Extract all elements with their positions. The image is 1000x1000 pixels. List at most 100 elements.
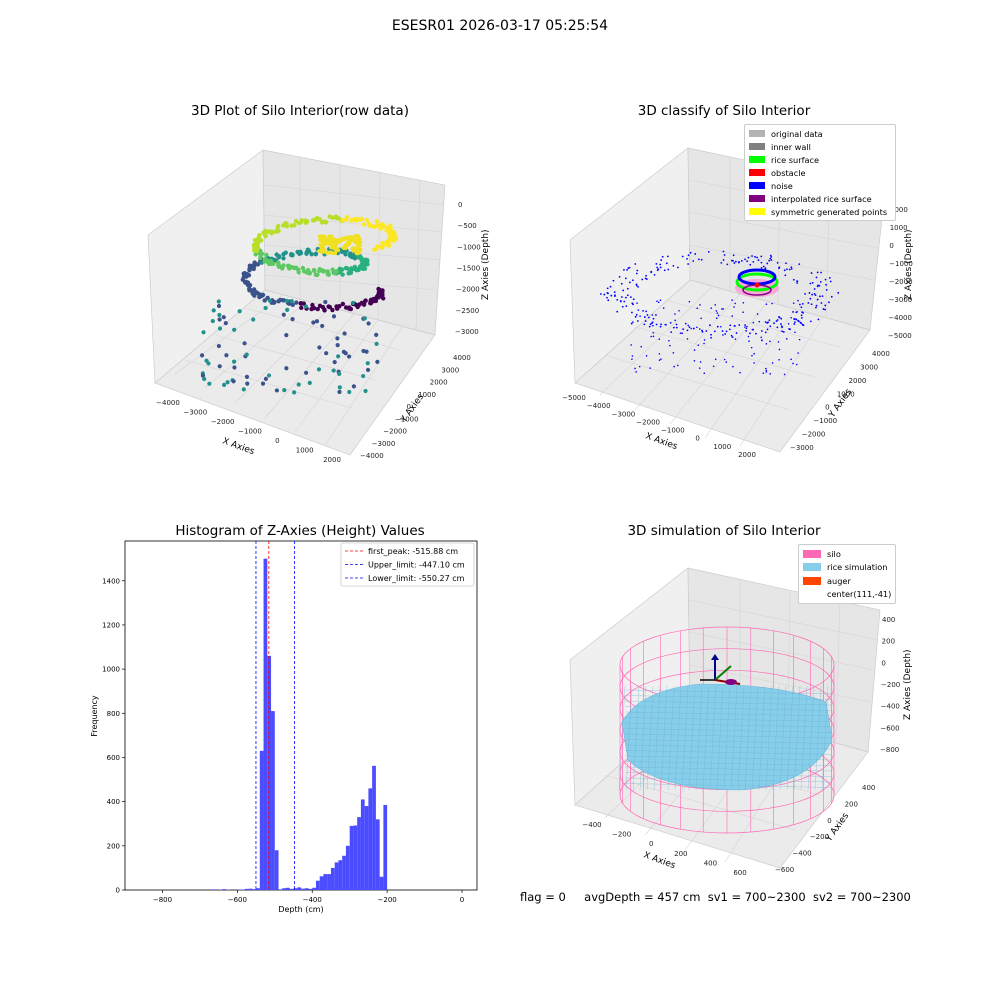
raw-point bbox=[290, 302, 295, 308]
noise-point bbox=[715, 310, 718, 312]
raw-point bbox=[331, 368, 336, 373]
noise-point bbox=[801, 302, 804, 305]
y-tick-label: 400 bbox=[107, 798, 120, 806]
rice-grid-line bbox=[702, 685, 710, 791]
noise-point bbox=[820, 271, 822, 274]
noise-point bbox=[714, 358, 717, 361]
noise-point bbox=[783, 269, 786, 272]
raw-point bbox=[252, 263, 257, 269]
noise-point bbox=[675, 323, 678, 326]
simulation-x-tick: 600 bbox=[733, 869, 746, 877]
raw-point bbox=[244, 352, 249, 357]
raw-point bbox=[359, 265, 365, 270]
noise-point bbox=[646, 314, 649, 316]
raw-point bbox=[286, 263, 291, 269]
rice-grid-line bbox=[730, 685, 738, 791]
noise-point bbox=[666, 255, 669, 258]
raw-point bbox=[335, 336, 340, 341]
rice-grid-line bbox=[772, 685, 780, 791]
histogram-bar bbox=[357, 817, 361, 890]
rice-grid-line bbox=[779, 685, 787, 791]
rice-grid-line bbox=[639, 685, 647, 791]
histogram-bar bbox=[252, 889, 257, 890]
raw-point bbox=[244, 374, 250, 379]
noise-point bbox=[681, 255, 684, 258]
noise-point bbox=[659, 266, 662, 269]
raw-z-tick: −1000 bbox=[457, 243, 481, 251]
classify-x-tick: 0 bbox=[695, 435, 699, 443]
raw-point bbox=[375, 359, 380, 364]
raw-point bbox=[380, 240, 385, 246]
rice-grid-line bbox=[653, 685, 661, 791]
x-tick-label: −400 bbox=[303, 896, 322, 904]
noise-point bbox=[610, 294, 613, 297]
classify-legend-swatch bbox=[749, 182, 765, 189]
histogram-bar bbox=[244, 888, 249, 890]
noise-point bbox=[742, 302, 745, 304]
noise-point bbox=[649, 367, 651, 369]
raw-point bbox=[304, 370, 309, 375]
raw-y-tick: 1000 bbox=[418, 391, 436, 399]
noise-point bbox=[815, 276, 818, 279]
raw-point bbox=[216, 303, 222, 309]
classify-z-axis-label: Z Axies (Depth) bbox=[904, 229, 914, 300]
noise-point bbox=[728, 328, 731, 331]
raw-x-tick: 1000 bbox=[296, 447, 314, 455]
noise-point bbox=[760, 330, 763, 332]
raw-point bbox=[276, 223, 281, 229]
rice-simulation-surface bbox=[618, 683, 833, 791]
noise-point bbox=[766, 328, 769, 331]
noise-point bbox=[753, 352, 755, 355]
raw-point bbox=[266, 373, 272, 378]
classify-legend-label: inner wall bbox=[771, 141, 811, 152]
noise-point bbox=[637, 309, 640, 311]
classify-legend-item: interpolated rice surface bbox=[745, 192, 895, 205]
raw-point bbox=[276, 255, 282, 260]
noise-point bbox=[769, 325, 772, 328]
simulation-z-tick: −600 bbox=[880, 724, 899, 732]
raw-point bbox=[380, 296, 386, 301]
histogram-bar bbox=[375, 819, 380, 890]
noise-point bbox=[655, 314, 657, 316]
noise-point bbox=[788, 268, 791, 271]
histogram-bar bbox=[360, 799, 365, 890]
raw-point bbox=[317, 303, 323, 309]
simulation-z-tick: 200 bbox=[882, 638, 895, 646]
classify-legend-item: inner wall bbox=[745, 140, 895, 153]
histogram-bar bbox=[297, 887, 301, 890]
noise-point bbox=[738, 261, 740, 263]
noise-point bbox=[760, 255, 763, 258]
noise-point bbox=[701, 329, 703, 332]
simulation-legend-swatch bbox=[803, 563, 821, 572]
raw-point bbox=[337, 385, 342, 390]
noise-point bbox=[632, 321, 634, 323]
noise-point bbox=[656, 269, 659, 272]
raw-point bbox=[364, 217, 370, 223]
noise-point bbox=[800, 314, 803, 317]
noise-point bbox=[716, 325, 719, 328]
raw-point bbox=[332, 271, 338, 276]
noise-point bbox=[816, 271, 819, 274]
noise-point bbox=[637, 285, 640, 288]
histogram-bar bbox=[319, 876, 324, 890]
histogram-x-ticks: −800 −600 −400 −200 0 bbox=[153, 890, 464, 904]
noise-point bbox=[734, 325, 736, 327]
noise-point bbox=[780, 323, 782, 325]
raw-point bbox=[391, 238, 396, 243]
classify-y-tick: 0 bbox=[825, 404, 829, 412]
noise-point bbox=[769, 340, 771, 343]
noise-point bbox=[732, 254, 735, 257]
noise-point bbox=[790, 358, 792, 361]
classify-plot-title: 3D classify of Silo Interior bbox=[637, 103, 811, 119]
noise-point bbox=[758, 320, 761, 323]
raw-point bbox=[199, 353, 205, 358]
raw-point bbox=[372, 247, 377, 252]
raw-x-axis-label: X Axies bbox=[221, 436, 256, 457]
raw-point bbox=[301, 269, 307, 274]
raw-z-ticks: 0 −500 −1000 −1500 −2000 −2500 −3000 bbox=[455, 201, 481, 336]
x-tick-label: −200 bbox=[378, 896, 397, 904]
noise-point bbox=[828, 276, 831, 279]
noise-point bbox=[798, 338, 801, 341]
noise-point bbox=[760, 261, 763, 264]
noise-point bbox=[696, 326, 698, 329]
